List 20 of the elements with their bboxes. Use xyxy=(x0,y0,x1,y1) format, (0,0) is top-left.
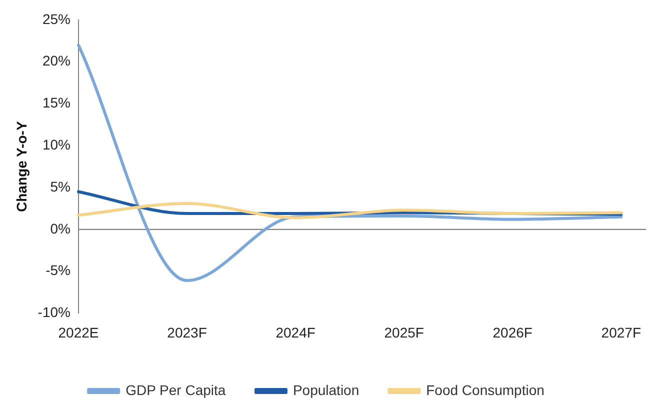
y-tick-label: 25% xyxy=(42,10,70,27)
x-tick-label: 2027F xyxy=(601,324,642,340)
legend-label: GDP Per Capita xyxy=(126,382,226,398)
y-tick-label: 0% xyxy=(50,220,70,236)
legend-label: Food Consumption xyxy=(426,382,544,398)
y-axis-title: Change Y-o-Y xyxy=(13,120,30,212)
legend-label: Population xyxy=(292,382,360,398)
y-tick-label: 20% xyxy=(42,52,70,69)
x-tick-label: 2023F xyxy=(167,324,207,340)
y-tick-label: 15% xyxy=(42,94,70,111)
y-tick-label: 5% xyxy=(50,178,70,194)
y-tick-label: -5% xyxy=(46,262,70,278)
x-tick-label: 2025F xyxy=(384,324,424,340)
y-tick-label: 10% xyxy=(42,136,70,153)
line-series xyxy=(76,44,623,282)
x-tick-label: 2022E xyxy=(58,324,99,340)
y-tick-label: -10% xyxy=(38,304,70,320)
x-tick-label: 2024F xyxy=(276,324,316,340)
x-tick-label: 2026F xyxy=(492,324,532,340)
line-series xyxy=(76,202,623,220)
